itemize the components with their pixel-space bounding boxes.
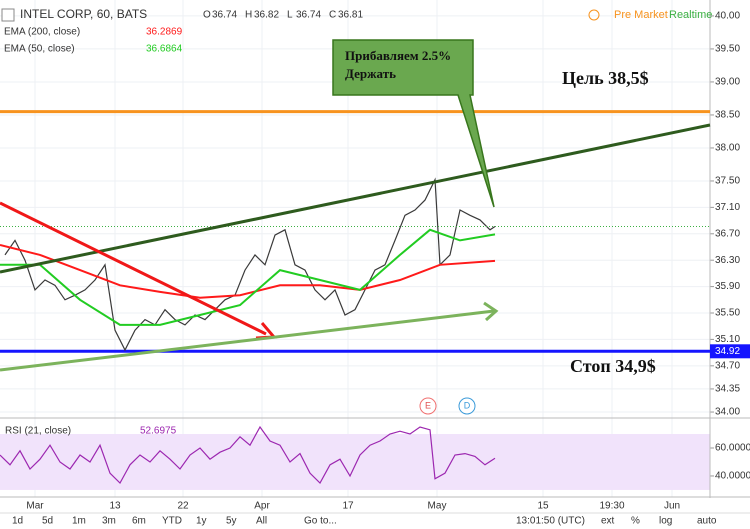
event-label[interactable]: E xyxy=(425,400,431,410)
legend-value: 36.2869 xyxy=(146,27,183,38)
y-tick-label: 37.10 xyxy=(715,202,740,213)
option-button[interactable]: auto xyxy=(697,516,717,527)
x-tick-label: May xyxy=(428,501,447,512)
range-button[interactable]: 5d xyxy=(42,516,53,527)
range-button[interactable]: YTD xyxy=(162,516,182,527)
rsi-title: RSI (21, close) xyxy=(5,426,71,437)
ohlc-key: L xyxy=(287,10,293,21)
x-tick-label: 17 xyxy=(342,501,354,512)
series-line xyxy=(0,244,496,299)
y-tick-label: 40.0000 xyxy=(715,471,750,482)
y-tick-label: 37.50 xyxy=(715,176,740,187)
clock: 13:01:50 (UTC) xyxy=(516,516,585,527)
event-marker[interactable] xyxy=(419,397,437,415)
series-line xyxy=(4,177,496,352)
premarket-icon xyxy=(588,9,600,21)
x-tick-label: 22 xyxy=(177,501,189,512)
ohlc-key: O xyxy=(203,10,211,21)
range-button[interactable]: 5y xyxy=(226,516,237,527)
x-tick-label: 19:30 xyxy=(599,501,624,512)
ohlc-value: 36.81 xyxy=(338,10,363,21)
y-tick-label: 38.50 xyxy=(715,110,740,121)
ohlc-key: H xyxy=(245,10,252,21)
arrow-head xyxy=(483,301,499,322)
y-tick-label: 36.30 xyxy=(715,255,740,266)
goto-button[interactable]: Go to... xyxy=(304,516,337,527)
event-label[interactable]: D xyxy=(464,400,471,410)
option-button[interactable]: % xyxy=(631,516,640,527)
x-tick-label: Mar xyxy=(26,501,44,512)
y-tick-label: 39.50 xyxy=(715,44,740,55)
legend-name: EMA (200, close) xyxy=(4,27,80,38)
annotation: Цель 38,5$ xyxy=(562,68,649,88)
symbol-icon[interactable] xyxy=(1,8,15,22)
realtime: Realtime xyxy=(669,9,712,21)
annotation: Стоп 34,9$ xyxy=(570,356,656,376)
price-label: 34.92 xyxy=(715,346,740,357)
range-button[interactable]: 1d xyxy=(12,516,23,527)
y-tick-label: 35.10 xyxy=(715,334,740,345)
pre-market: Pre Market xyxy=(614,9,668,21)
trend-line xyxy=(0,123,711,274)
range-button[interactable]: All xyxy=(256,516,267,527)
trend-arrow xyxy=(0,309,495,372)
ohlc-key: C xyxy=(329,10,336,21)
y-tick-label: 35.90 xyxy=(715,281,740,292)
trend-arrow xyxy=(0,201,267,336)
price-label-box xyxy=(710,344,750,359)
x-tick-label: 15 xyxy=(537,501,549,512)
series-line xyxy=(0,425,496,484)
callout-text: Держать xyxy=(345,66,396,81)
y-tick-label: 34.00 xyxy=(715,407,740,418)
legend-value: 36.6864 xyxy=(146,44,183,55)
y-tick-label: 36.70 xyxy=(715,228,740,239)
y-tick-label: 39.00 xyxy=(715,77,740,88)
x-tick-label: 13 xyxy=(109,501,121,512)
series-line xyxy=(0,228,496,326)
y-tick-label: 34.70 xyxy=(715,360,740,371)
x-tick-label: Apr xyxy=(254,501,270,512)
rsi-value: 52.6975 xyxy=(140,426,177,437)
ohlc-value: 36.82 xyxy=(254,10,279,21)
legend-name: EMA (50, close) xyxy=(4,44,75,55)
callout xyxy=(332,39,495,208)
y-tick-label: 38.00 xyxy=(715,143,740,154)
range-button[interactable]: 3m xyxy=(102,516,116,527)
ohlc-value: 36.74 xyxy=(296,10,321,21)
x-tick-label: Jun xyxy=(664,501,680,512)
callout-text: Прибавляем 2.5% xyxy=(345,48,451,63)
range-button[interactable]: 1m xyxy=(72,516,86,527)
symbol: INTEL CORP, 60, BATS xyxy=(20,7,147,21)
y-tick-label: 60.0000 xyxy=(715,443,750,454)
y-tick-label: 35.50 xyxy=(715,308,740,319)
option-button[interactable]: ext xyxy=(601,516,615,527)
y-tick-label: 40.00 xyxy=(715,11,740,22)
range-button[interactable]: 6m xyxy=(132,516,146,527)
y-tick-label: 34.35 xyxy=(715,384,740,395)
event-marker[interactable] xyxy=(458,397,476,415)
range-button[interactable]: 1y xyxy=(196,516,207,527)
option-button[interactable]: log xyxy=(659,516,672,527)
ohlc-value: 36.74 xyxy=(212,10,237,21)
